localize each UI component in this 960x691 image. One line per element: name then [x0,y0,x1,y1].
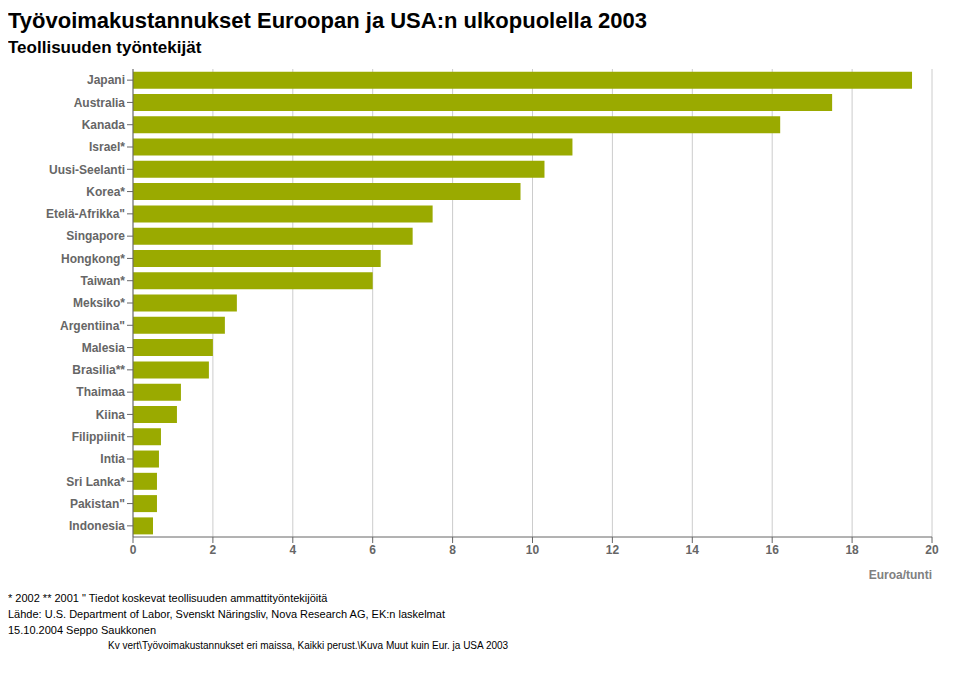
svg-text:20: 20 [925,543,939,557]
svg-text:Etelä-Afrikka": Etelä-Afrikka" [46,207,125,221]
svg-text:Brasilia**: Brasilia** [72,363,125,377]
html-text:Työvoimakustannukset Euroopan: Työvoimakustannukset Euroopan ja USA:n u… [8,8,647,33]
svg-text:Euroa/tunti: Euroa/tunti [869,568,932,582]
html-text:Kv vert\Työvoimakustannukset e: Kv vert\Työvoimakustannukset eri maissa,… [108,640,509,651]
svg-text:Indonesia: Indonesia [69,519,125,533]
svg-text:16: 16 [766,543,780,557]
svg-text:Hongkong*: Hongkong* [61,252,125,266]
svg-text:Meksiko*: Meksiko* [73,296,125,310]
svg-text:Taiwan*: Taiwan* [81,274,126,288]
svg-text:18: 18 [845,543,859,557]
svg-text:6: 6 [369,543,376,557]
svg-text:Korea*: Korea* [86,185,125,199]
svg-text:2: 2 [210,543,217,557]
svg-text:Japani: Japani [87,73,125,87]
html-text:15.10.2004 Seppo Saukkonen: 15.10.2004 Seppo Saukkonen [8,624,156,636]
svg-text:Singapore: Singapore [66,229,125,243]
svg-text:Intia: Intia [100,452,125,466]
svg-text:0: 0 [130,543,137,557]
html-text:Teollisuuden työntekijät: Teollisuuden työntekijät [8,38,202,57]
svg-text:Israel*: Israel* [89,140,125,154]
svg-text:Filippiinit: Filippiinit [72,430,125,444]
html-text:* 2002 ** 2001 " Tiedot koskev: * 2002 ** 2001 " Tiedot koskevat teollis… [8,592,328,604]
svg-text:Sri Lanka*: Sri Lanka* [66,475,125,489]
svg-text:Thaimaa: Thaimaa [76,385,125,399]
svg-text:Kiina: Kiina [96,408,126,422]
html-text:Lähde: U.S. Department of Labo: Lähde: U.S. Department of Labor, Svenskt… [8,608,445,620]
svg-text:Argentiina": Argentiina" [60,319,125,333]
svg-text:Australia: Australia [74,96,126,110]
svg-text:12: 12 [606,543,620,557]
svg-text:Kanada: Kanada [82,118,126,132]
svg-text:8: 8 [449,543,456,557]
svg-text:4: 4 [289,543,296,557]
svg-text:Pakistan": Pakistan" [70,497,125,511]
svg-text:14: 14 [686,543,700,557]
svg-text:Uusi-Seelanti: Uusi-Seelanti [49,163,125,177]
svg-text:10: 10 [526,543,540,557]
svg-text:Malesia: Malesia [82,341,126,355]
